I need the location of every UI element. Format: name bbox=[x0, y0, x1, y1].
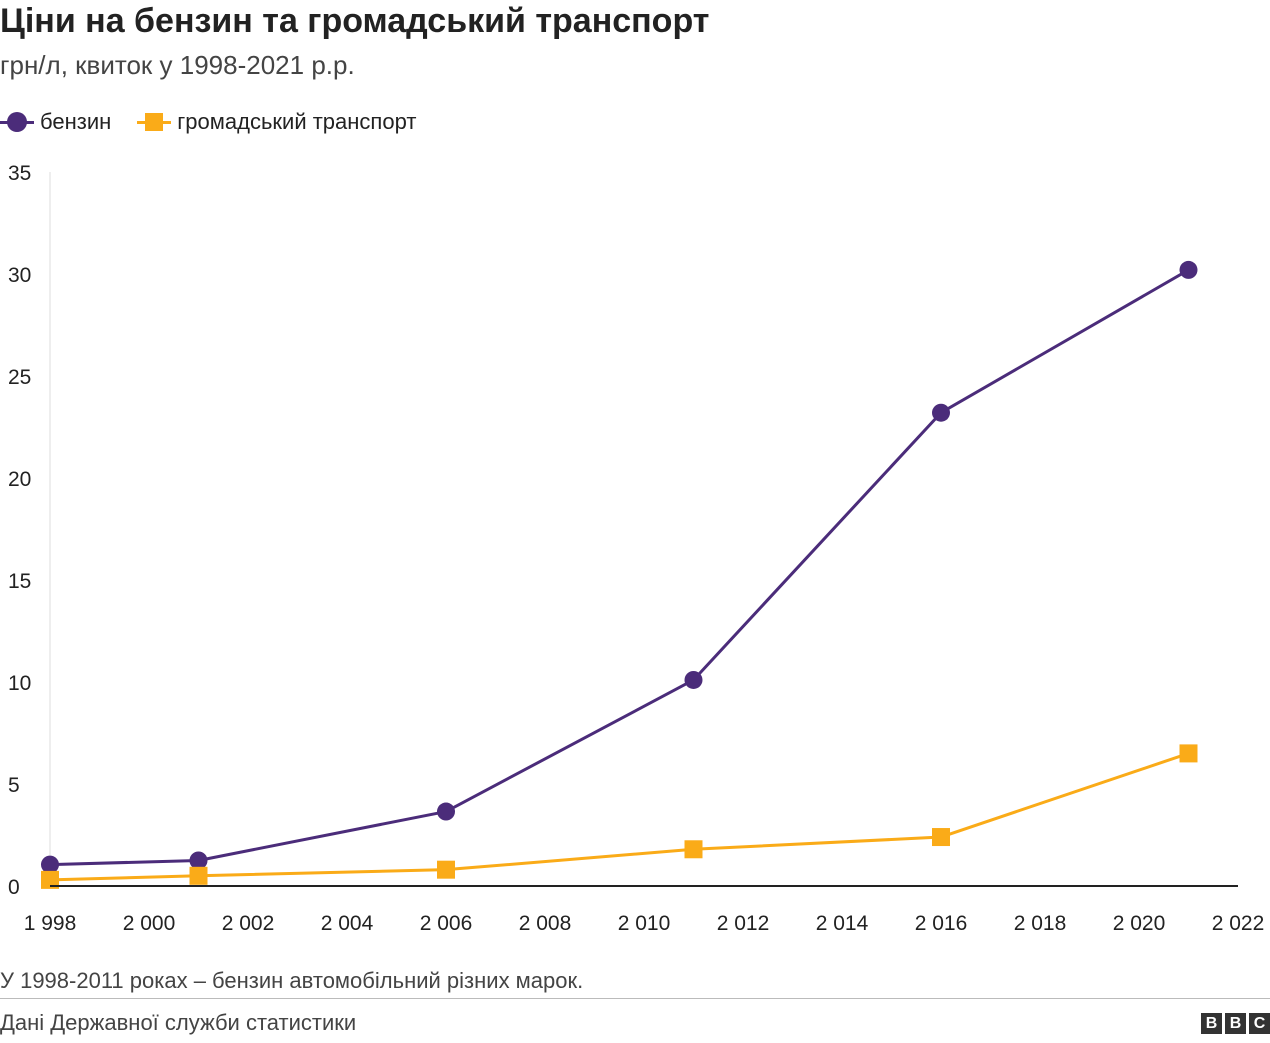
x-tick-label: 2 016 bbox=[915, 912, 968, 935]
data-point bbox=[437, 860, 455, 879]
data-point bbox=[684, 840, 703, 859]
x-tick-label: 2 018 bbox=[1014, 912, 1067, 935]
series-line bbox=[49, 751, 1189, 882]
legend-label-public-transport: громадський транспорт bbox=[177, 109, 417, 134]
x-tick-label: 2 014 bbox=[816, 912, 869, 935]
x-tick-label: 2 008 bbox=[519, 912, 572, 935]
x-tick-label: 2 000 bbox=[123, 912, 176, 935]
legend-item-public-transport: громадський транспорт bbox=[137, 109, 416, 135]
data-point bbox=[932, 403, 950, 422]
footer-divider bbox=[0, 998, 1270, 999]
data-point bbox=[1179, 260, 1198, 279]
source-text: Дані Державної служби статистики bbox=[0, 1010, 357, 1035]
x-tick-label: 1 998 bbox=[24, 912, 77, 935]
x-tick-label: 2 006 bbox=[420, 912, 473, 935]
data-point bbox=[41, 855, 59, 874]
y-tick-label: 15 bbox=[8, 570, 31, 593]
x-tick-label: 2 012 bbox=[717, 912, 770, 935]
series-line bbox=[49, 268, 1190, 867]
x-tick-label: 2 004 bbox=[321, 912, 374, 935]
data-point bbox=[1179, 744, 1198, 763]
data-point bbox=[189, 851, 208, 870]
y-tick-label: 35 bbox=[8, 162, 31, 185]
legend-label-petrol: бензин bbox=[40, 109, 112, 134]
x-tick-label: 2 022 bbox=[1212, 912, 1265, 935]
data-point bbox=[41, 870, 59, 889]
chart-legend: бензин громадський транспорт bbox=[0, 108, 442, 136]
x-tick-label: 2 020 bbox=[1113, 912, 1166, 935]
x-tick-label: 2 002 bbox=[222, 912, 275, 935]
legend-circle-marker-icon bbox=[0, 110, 34, 134]
y-tick-label: 0 bbox=[8, 876, 20, 899]
y-tick-label: 20 bbox=[8, 468, 31, 491]
y-tick-label: 10 bbox=[8, 672, 31, 695]
chart-subtitle: грн/л, квиток у 1998-2021 р.р. bbox=[0, 50, 355, 80]
data-point bbox=[437, 802, 455, 821]
y-tick-label: 30 bbox=[8, 264, 31, 287]
logo-letter: B bbox=[1201, 1013, 1222, 1034]
chart-title: Ціни на бензин та громадський транспорт bbox=[0, 2, 710, 40]
chart-note: У 1998-2011 роках – бензин автомобільний… bbox=[0, 968, 584, 993]
logo-letter: B bbox=[1225, 1013, 1246, 1034]
line-chart: 0 5 10 15 20 25 30 35 1 998 2 000 2 002 2 004 2 006 2… bbox=[8, 162, 1265, 935]
bbc-logo: B B C bbox=[1201, 1013, 1270, 1034]
legend-item-petrol: бензин bbox=[0, 109, 111, 135]
legend-square-marker-icon bbox=[137, 110, 172, 134]
x-tick-label: 2 010 bbox=[618, 912, 671, 935]
logo-letter: C bbox=[1249, 1013, 1270, 1034]
y-tick-label: 5 bbox=[8, 774, 20, 797]
data-point bbox=[684, 670, 703, 689]
data-point bbox=[189, 866, 208, 885]
data-point bbox=[932, 828, 950, 847]
y-tick-label: 25 bbox=[8, 366, 31, 389]
